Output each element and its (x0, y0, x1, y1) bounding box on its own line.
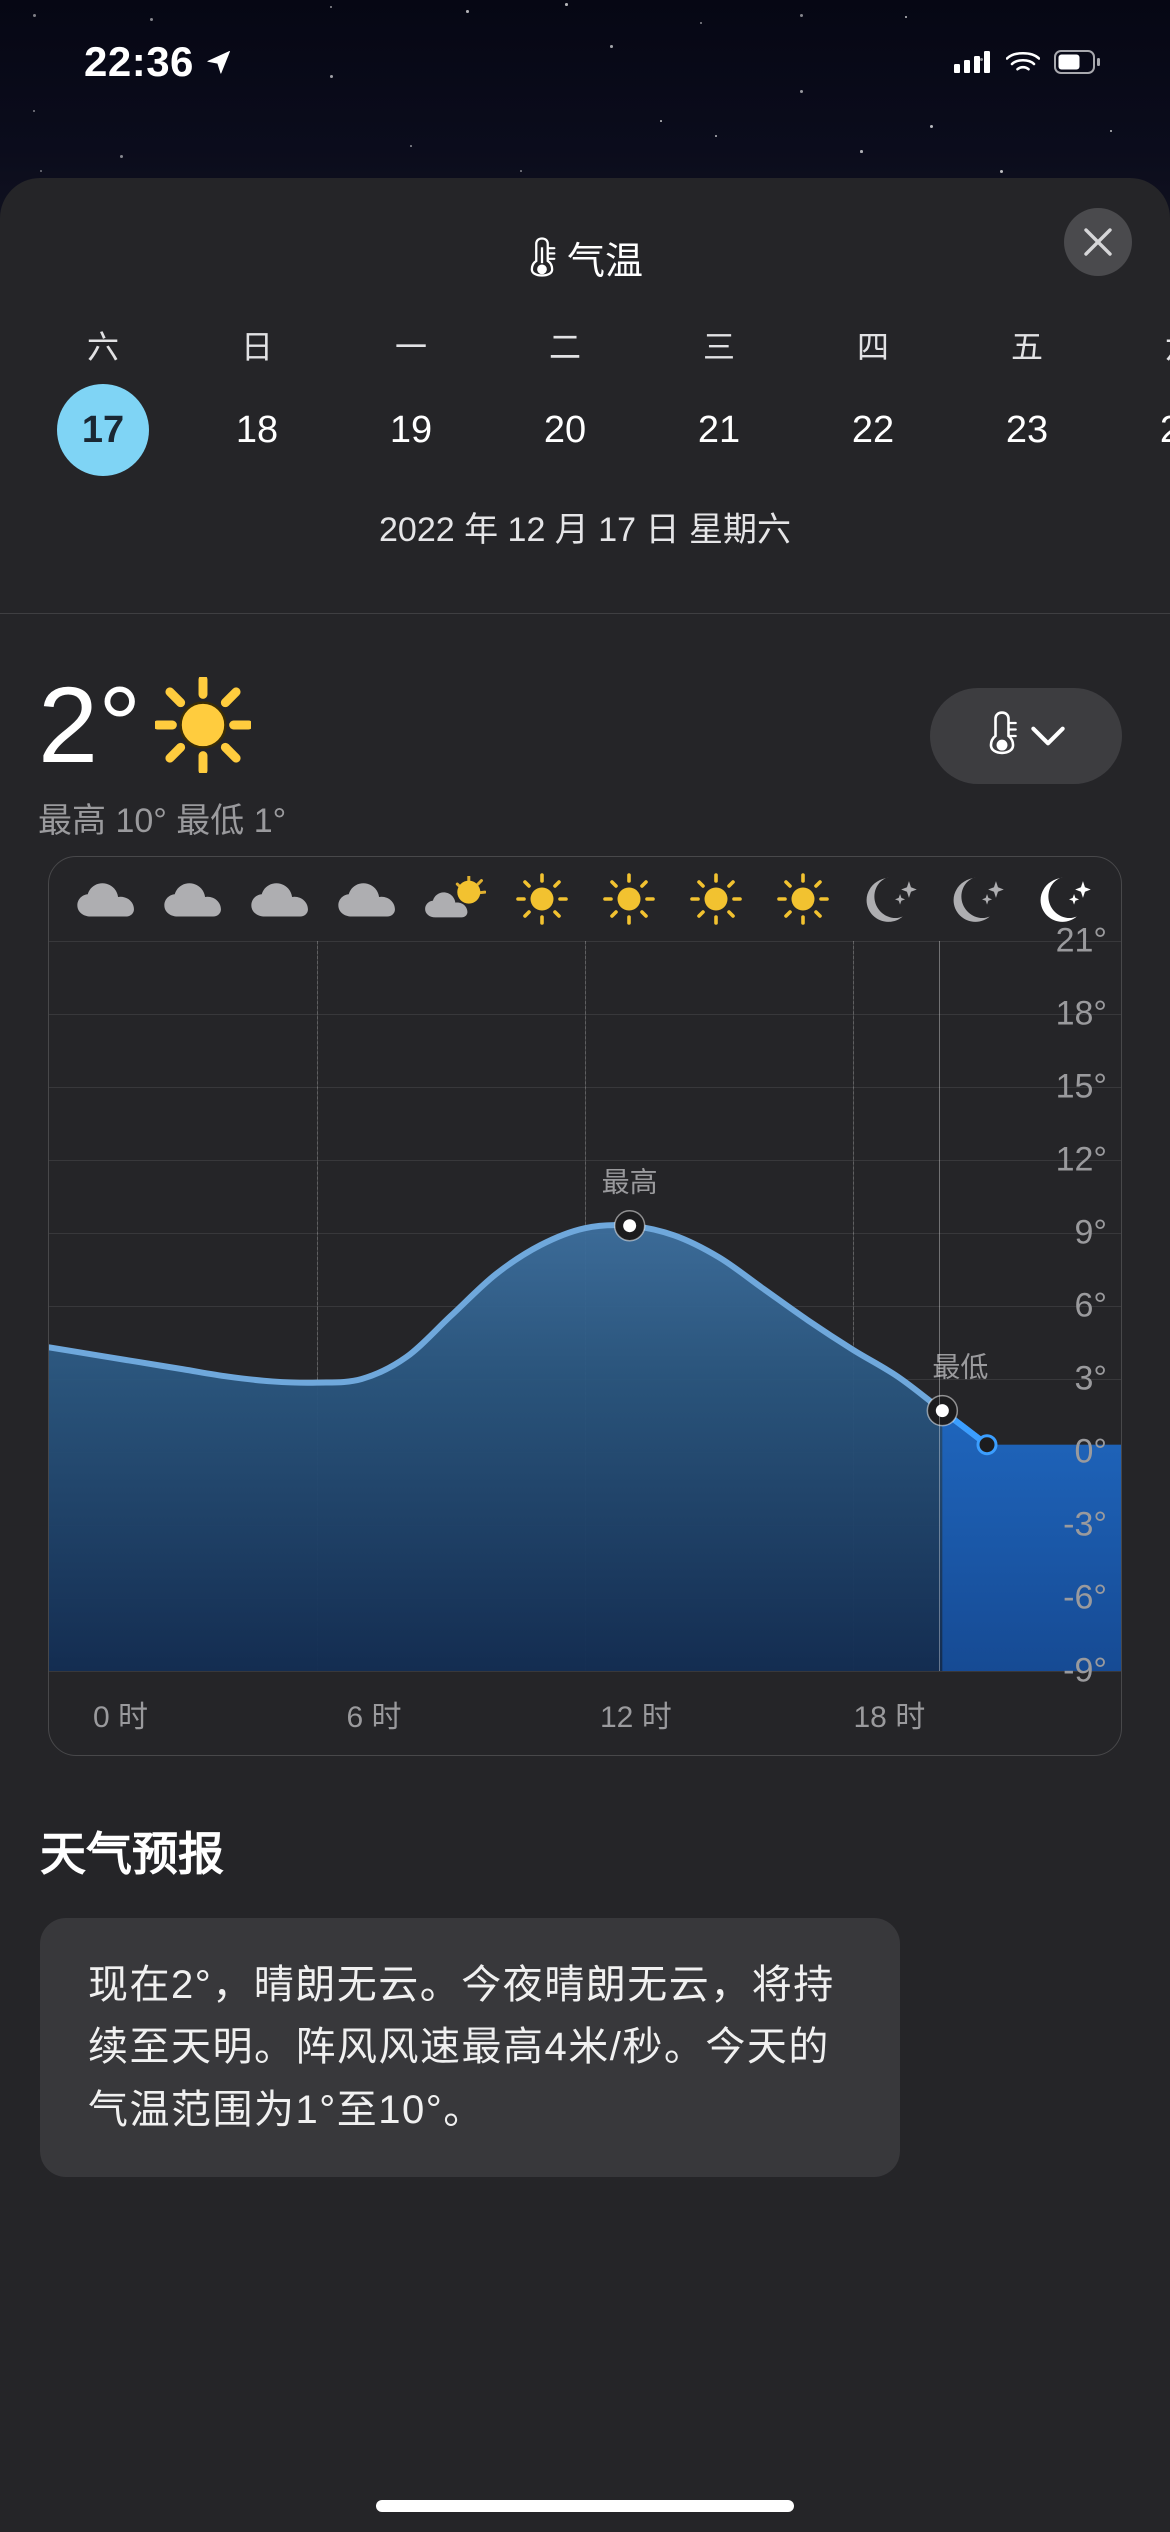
svg-text:最低: 最低 (932, 1346, 988, 1386)
svg-text:最高: 最高 (602, 1161, 658, 1201)
